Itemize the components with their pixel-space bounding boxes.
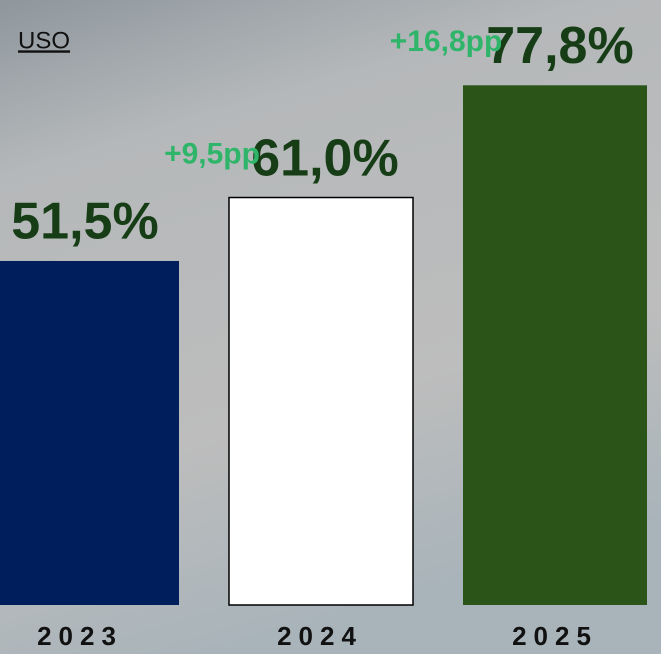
chart-title: USO [18,27,70,54]
bar [0,260,179,605]
value-label: 61,0% [251,129,398,187]
year-label: 2025 [512,621,598,651]
change-annotation: +16,8pp [390,25,503,58]
bar [228,196,414,606]
year-label: 2023 [37,621,123,651]
value-label: 51,5% [11,193,158,251]
bar [463,85,647,605]
change-annotation: +9,5pp [164,137,260,170]
year-label: 2024 [277,621,363,651]
value-label: 77,8% [486,17,633,75]
